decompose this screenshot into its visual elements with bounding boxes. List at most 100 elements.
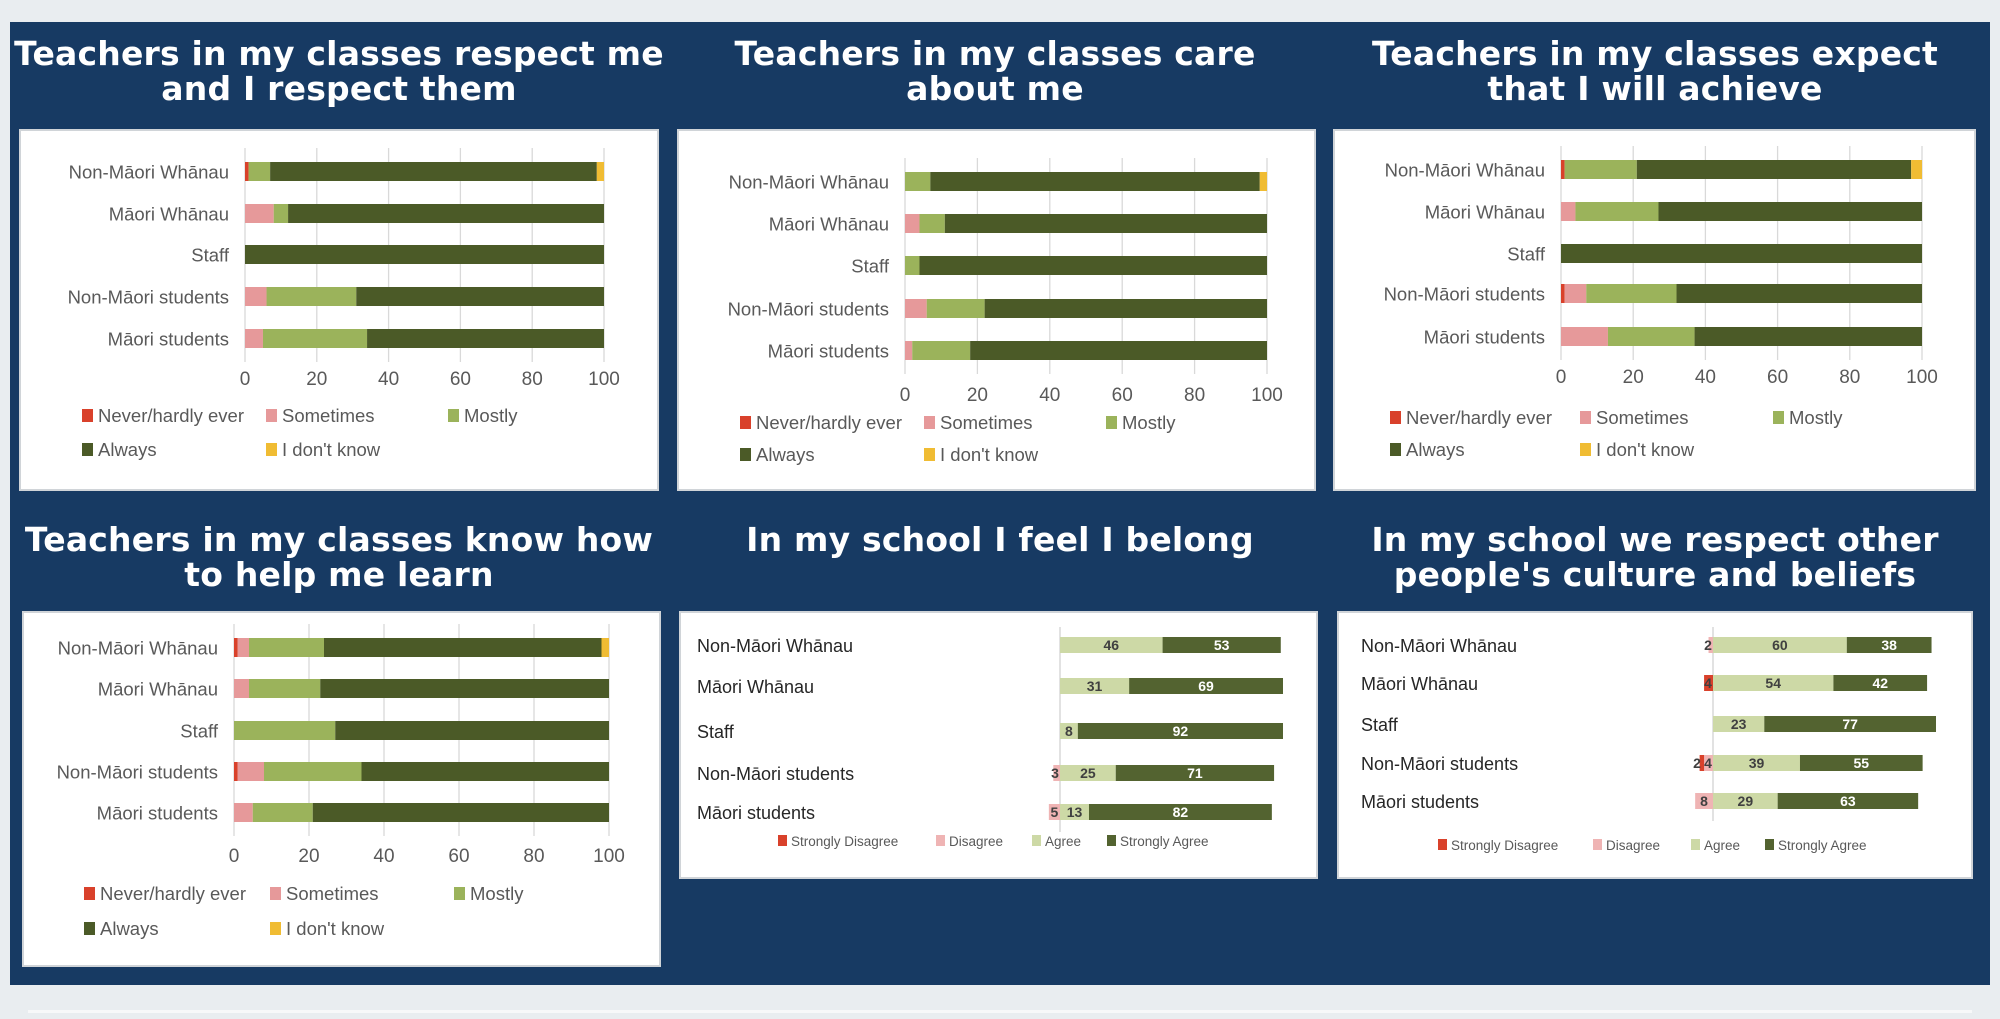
category-label: Staff — [1507, 244, 1546, 265]
chart-title-respect: Teachers in my classes respect me and I … — [14, 34, 664, 108]
category-label: Staff — [697, 722, 735, 742]
x-tick-label: 60 — [1112, 385, 1133, 406]
bar-segment-i-don-t-know — [601, 638, 609, 657]
category-label: Non-Māori Whānau — [697, 636, 853, 656]
bar-segment-always — [1561, 244, 1922, 263]
bar-segment-mostly — [1607, 327, 1695, 346]
bar-segment-agree — [1713, 716, 1765, 732]
legend-swatch — [448, 409, 459, 422]
data-label: 4 — [1704, 675, 1712, 691]
category-label: Non-Māori Whānau — [58, 638, 218, 659]
legend-label: Always — [1406, 439, 1465, 460]
bar-segment-never-hardly-ever — [1561, 284, 1565, 303]
data-label: 46 — [1104, 637, 1120, 653]
bar-segment-mostly — [919, 214, 945, 233]
chart-title-help-learn: Teachers in my classes know how to help … — [24, 520, 654, 594]
bar-segment-always — [335, 721, 609, 740]
chart-svg: 0 20 40 60 80 100 Non-Māori Whānau Māori Whānau… — [68, 148, 620, 460]
legend-label: Mostly — [470, 883, 524, 904]
legend-label: Strongly Agree — [1778, 838, 1867, 853]
bar-segment-always — [984, 299, 1267, 318]
bar-segment-always — [1694, 327, 1922, 346]
legend-label: Always — [756, 444, 815, 465]
bar-segment-sometimes — [245, 329, 263, 348]
chart-svg: 0 20 40 60 80 100 Non-Māori Whānau Māori Whānau… — [728, 158, 1283, 465]
legend-swatch — [740, 416, 751, 429]
bar-segment-never-hardly-ever — [1561, 160, 1565, 179]
bar-segment-strongly-disagree — [1699, 755, 1705, 771]
category-label: Non-Māori Whānau — [729, 172, 889, 193]
category-label: Māori students — [97, 803, 218, 824]
bar-segment-mostly — [1586, 284, 1677, 303]
bar-segment-mostly — [264, 762, 362, 781]
legend-swatch — [740, 448, 751, 461]
bar-segment-strongly-agree — [1115, 765, 1275, 781]
bar-segment-always — [1658, 202, 1922, 221]
legend-swatch — [924, 448, 935, 461]
data-label: 29 — [1738, 793, 1754, 809]
bar-segment-disagree — [1053, 765, 1060, 781]
category-label: Non-Māori Whānau — [1361, 636, 1517, 656]
bar-segment-sometimes — [234, 803, 253, 822]
bar-segment-sometimes — [1564, 284, 1587, 303]
data-label: 71 — [1187, 765, 1203, 781]
x-tick-label: 20 — [298, 846, 319, 867]
bar-segment-agree — [1060, 765, 1116, 781]
x-tick-label: 20 — [306, 369, 327, 390]
data-label: 8 — [1065, 723, 1073, 739]
x-tick-label: 0 — [240, 369, 251, 390]
bar-segment-always — [356, 287, 604, 306]
category-label: Māori students — [768, 341, 889, 362]
data-label: 3 — [1051, 765, 1059, 781]
bar-segment-i-don-t-know — [1911, 160, 1922, 179]
x-tick-label: 60 — [448, 846, 469, 867]
category-label: Non-Māori Whānau — [1385, 160, 1545, 181]
bar-segment-mostly — [266, 287, 357, 306]
category-label: Staff — [851, 256, 890, 277]
category-label: Staff — [180, 721, 219, 742]
legend-label: I don't know — [286, 918, 385, 939]
bar-segment-strongly-disagree — [1704, 675, 1713, 691]
legend-label: I don't know — [940, 444, 1039, 465]
data-label: 60 — [1772, 637, 1788, 653]
bar-segment-never-hardly-ever — [245, 162, 249, 181]
data-label: 2 — [1693, 755, 1701, 771]
bar-segment-always — [312, 803, 609, 822]
legend-swatch — [270, 887, 281, 900]
chart-title-expect: Teachers in my classes expect that I wil… — [1371, 34, 1939, 108]
legend-label: Always — [100, 918, 159, 939]
legend-label: Mostly — [1789, 407, 1843, 428]
bar-segment-sometimes — [237, 638, 249, 657]
bar-segment-disagree — [1695, 793, 1713, 809]
category-label: Māori students — [1424, 327, 1545, 348]
x-tick-label: 60 — [1767, 367, 1788, 388]
bar-segment-sometimes — [905, 299, 927, 318]
bar-segment-mostly — [249, 638, 324, 657]
bar-segment-mostly — [252, 803, 313, 822]
bar-segment-always — [245, 245, 604, 264]
legend-label: Mostly — [1122, 412, 1176, 433]
category-label: Māori Whānau — [769, 214, 889, 235]
bar-segment-mostly — [262, 329, 368, 348]
legend-label: Disagree — [949, 834, 1003, 849]
bar-segment-never-hardly-ever — [234, 762, 238, 781]
legend-label: Agree — [1704, 838, 1740, 853]
bar-segment-always — [288, 204, 604, 223]
category-label: Non-Māori students — [1384, 284, 1545, 305]
legend-swatch — [924, 416, 935, 429]
legend-label: Sometimes — [1596, 407, 1689, 428]
bar-segment-always — [970, 341, 1267, 360]
legend-label: Never/hardly ever — [1406, 407, 1552, 428]
chart-belong: Non-Māori Whānau 46 53 Māori Whānau 31 69 Staf… — [679, 611, 1318, 879]
bar-segment-agree — [1060, 804, 1089, 820]
category-label: Māori Whānau — [1361, 674, 1478, 694]
category-label: Māori students — [1361, 792, 1479, 812]
data-label: 53 — [1214, 637, 1230, 653]
category-label: Māori Whānau — [697, 677, 814, 697]
category-label: Māori Whānau — [98, 679, 218, 700]
bar-segment-sometimes — [1561, 202, 1576, 221]
chart-title-belong: In my school I feel I belong — [746, 520, 1254, 559]
bar-segment-mostly — [1575, 202, 1659, 221]
bar-segment-agree — [1060, 723, 1078, 739]
legend-swatch — [1106, 416, 1117, 429]
